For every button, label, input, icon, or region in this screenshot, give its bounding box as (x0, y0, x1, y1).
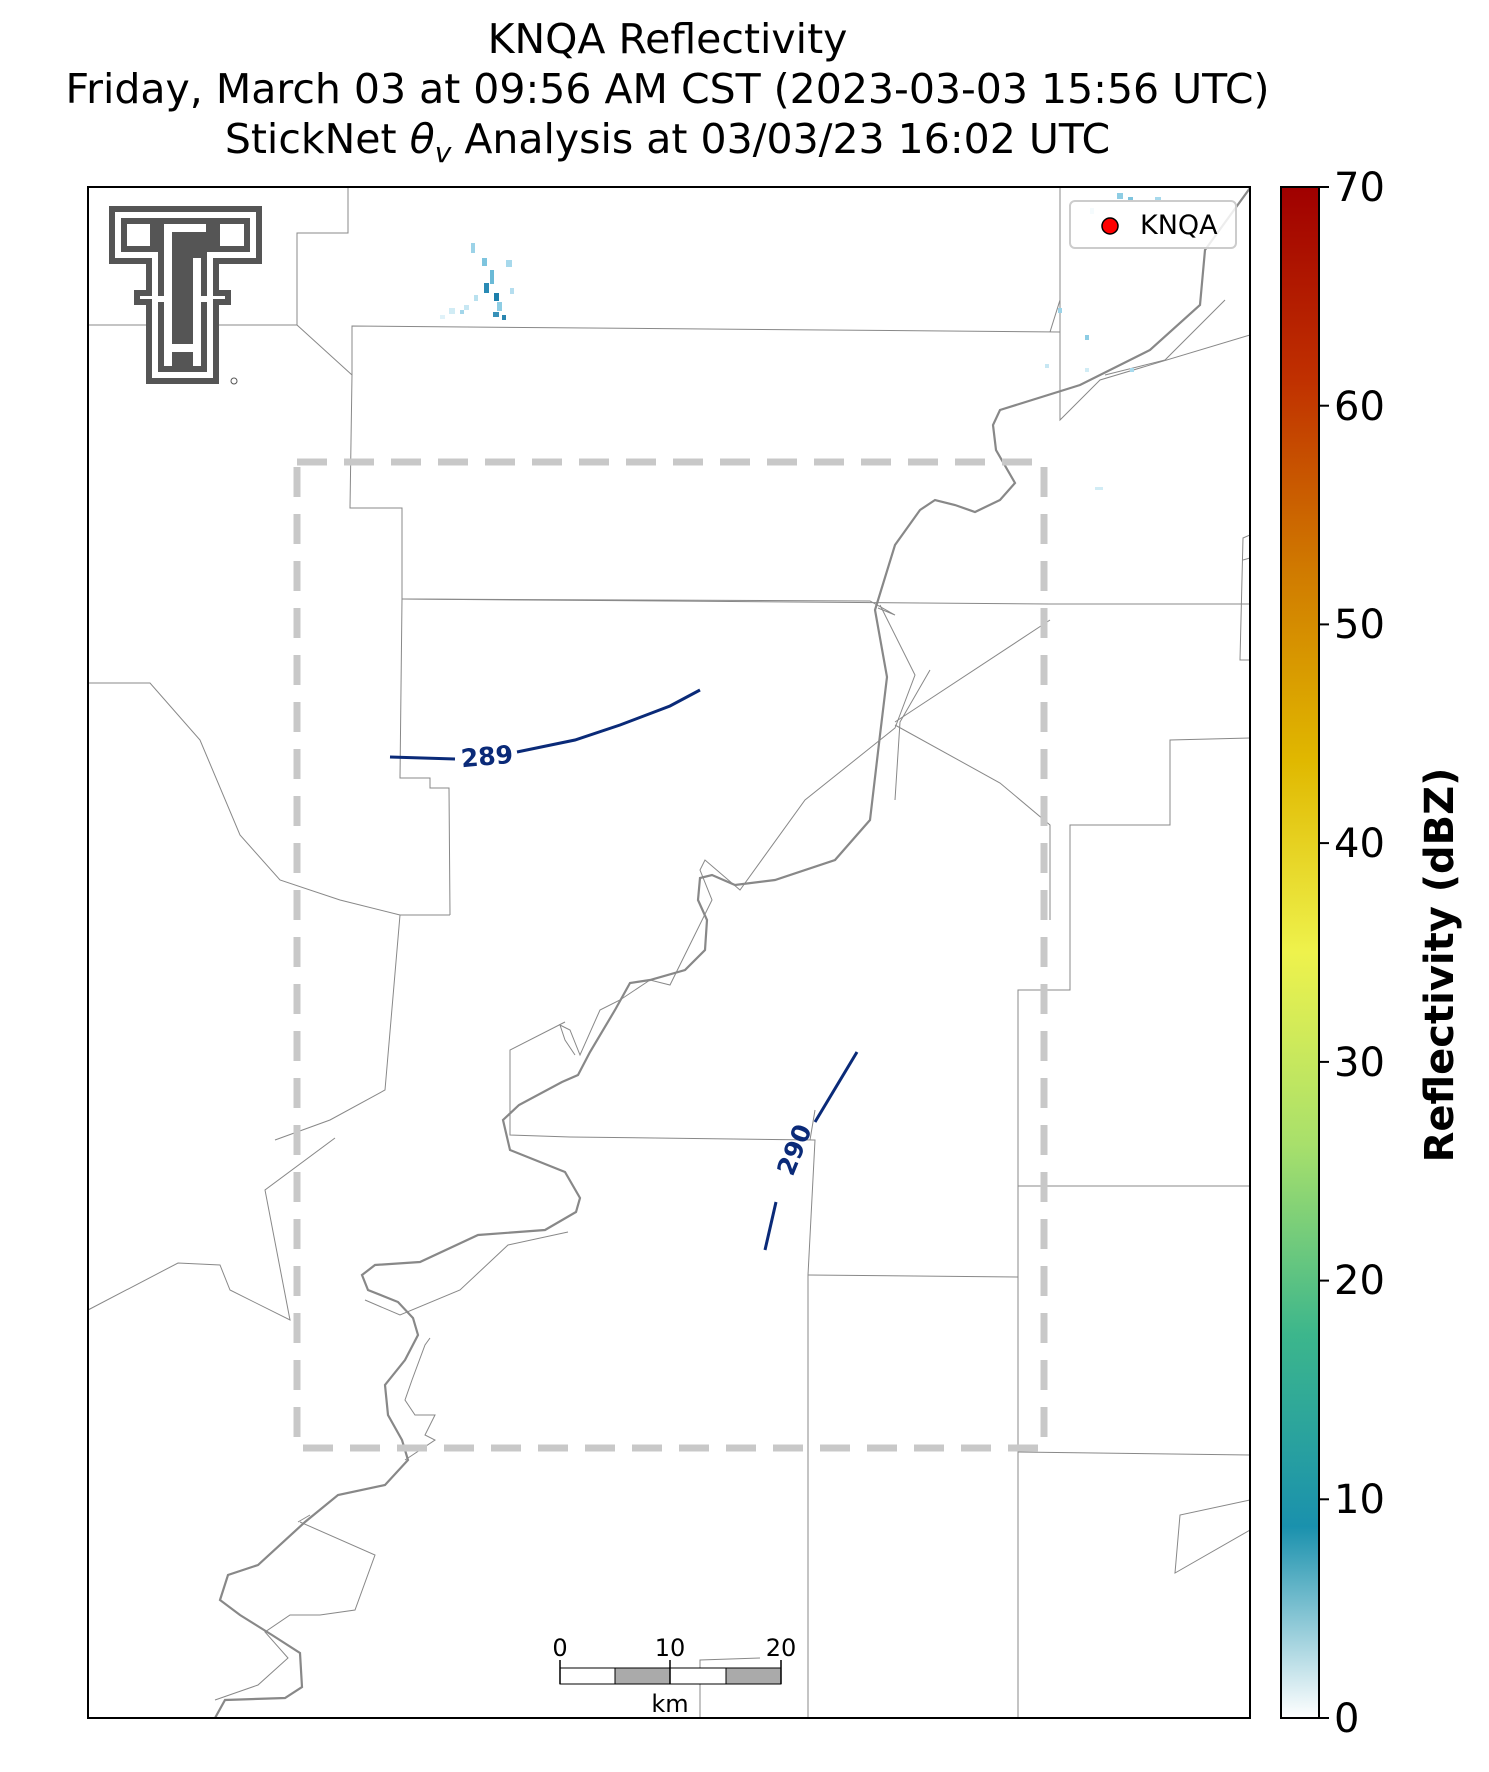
colorbar-tick-50: 50 (1334, 602, 1385, 648)
scale-unit: km (651, 1690, 688, 1718)
texas-tech-logo (109, 206, 262, 385)
contour-289-line (389, 755, 456, 761)
river (214, 187, 1250, 1718)
map-frame (87, 186, 1251, 1719)
colorbar-tick-70: 70 (1334, 165, 1385, 211)
colorbar-tick-30: 30 (1334, 1040, 1385, 1086)
title-line-2: Friday, March 03 at 09:56 AM CST (2023-0… (65, 65, 1270, 113)
scale-tick-20: 20 (766, 1634, 797, 1662)
radar-echoes (440, 193, 1161, 490)
scale-bar: 0 10 20 km (552, 1634, 796, 1718)
contour-289-label: 289 (460, 740, 515, 773)
contour-290-label: 290 (771, 1120, 817, 1179)
knqa-marker-icon (1101, 217, 1119, 235)
colorbar-tick-10: 10 (1334, 1477, 1385, 1523)
analysis-domain-box (293, 458, 1048, 1452)
colorbar-tick-20: 20 (1334, 1258, 1385, 1304)
colorbar-tick-0: 0 (1334, 1696, 1359, 1742)
colorbar-tick-40: 40 (1334, 821, 1385, 867)
logo-shape-inner (121, 218, 250, 372)
title-line-3: StickNet θv Analysis at 03/03/23 16:02 U… (224, 115, 1111, 170)
legend-label: KNQA (1140, 210, 1218, 241)
county-boundaries (88, 188, 1250, 1718)
colorbar-tick-60: 60 (1334, 384, 1385, 430)
map-title: KNQA Reflectivity Friday, March 03 at 09… (0, 14, 1335, 178)
contour-289-line (516, 688, 701, 754)
map-legend: KNQA (1069, 200, 1237, 249)
colorbar: 0 10 20 30 40 50 60 70 (1280, 165, 1385, 1742)
contour-290-line (763, 1201, 778, 1251)
theta-v-contours (389, 688, 859, 1251)
title-line-1: KNQA Reflectivity (487, 15, 848, 63)
scale-tick-10: 10 (655, 1634, 686, 1662)
contour-290-line (813, 1051, 859, 1123)
scale-tick-0: 0 (552, 1634, 567, 1662)
colorbar-label: Reflectivity (dBZ) (1417, 767, 1463, 1163)
